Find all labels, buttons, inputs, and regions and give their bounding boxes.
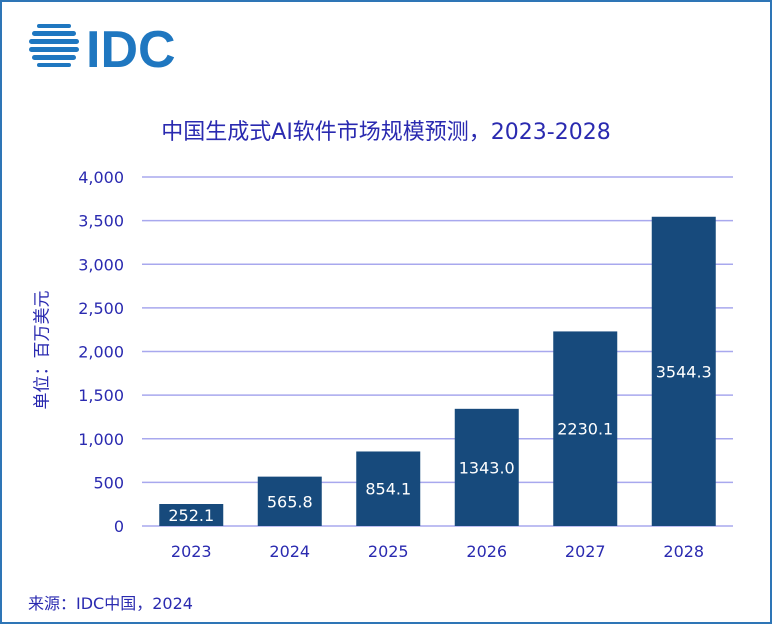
bar	[356, 451, 421, 526]
x-tick-label: 2023	[171, 542, 212, 561]
bar	[651, 216, 716, 526]
y-tick-label: 3,000	[78, 255, 124, 274]
y-tick-label: 3,500	[78, 212, 124, 231]
y-tick-label: 500	[93, 473, 124, 492]
bar	[159, 504, 224, 526]
data-label: 854.1	[365, 480, 411, 499]
y-tick-label: 2,000	[78, 343, 124, 362]
y-tick-label: 1,500	[78, 386, 124, 405]
data-label: 2230.1	[557, 420, 613, 439]
y-tick-label: 4,000	[78, 168, 124, 187]
data-label: 1343.0	[459, 458, 515, 477]
data-label: 3544.3	[656, 362, 712, 381]
bar	[454, 408, 519, 526]
svg-text:IDC: IDC	[86, 22, 176, 72]
data-label: 565.8	[267, 492, 313, 511]
y-tick-label: 2,500	[78, 299, 124, 318]
bar	[257, 476, 322, 526]
idc-logo: IDC	[29, 22, 176, 72]
x-tick-label: 2024	[269, 542, 310, 561]
x-tick-label: 2027	[565, 542, 606, 561]
x-tick-label: 2026	[466, 542, 507, 561]
y-tick-label: 0	[114, 517, 124, 536]
x-tick-label: 2028	[663, 542, 704, 561]
bar	[553, 331, 618, 526]
x-tick-label: 2025	[368, 542, 409, 561]
chart-title: 中国生成式AI软件市场规模预测，2023-2028	[161, 120, 611, 145]
data-label: 252.1	[168, 506, 214, 525]
source-note: 来源：IDC中国，2024	[28, 594, 193, 613]
y-tick-label: 1,000	[78, 430, 124, 449]
